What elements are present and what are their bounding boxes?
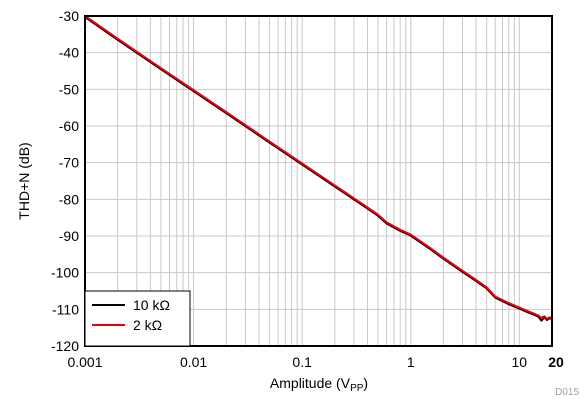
legend-label-10k: 10 kΩ <box>133 297 170 313</box>
x-axis-title-main: Amplitude (V <box>270 375 351 391</box>
y-tick-label: -100 <box>51 265 79 281</box>
x-tick-label: 10 <box>512 354 528 370</box>
x-tick-label: 0.01 <box>180 354 207 370</box>
x-tick-label: 1 <box>407 354 415 370</box>
plot-frame <box>84 15 553 347</box>
y-tick-label: -40 <box>59 45 79 61</box>
legend: 10 kΩ 2 kΩ <box>84 290 191 347</box>
y-tick-label: -30 <box>59 8 79 24</box>
x-axis-title-subscript: PP <box>350 383 364 394</box>
y-tick-labels: -30 -40 -50 -60 -70 -80 -90 -100 -110 -120 <box>51 8 79 354</box>
figure-id: D015 <box>555 387 579 398</box>
x-axis-title: Amplitude (VPP) <box>270 375 368 394</box>
y-tick-label: -60 <box>59 118 79 134</box>
x-tick-label: 0.001 <box>67 354 102 370</box>
y-tick-label: -90 <box>59 228 79 244</box>
series-line-2k <box>84 15 553 320</box>
y-tick-label: -110 <box>52 301 79 317</box>
legend-label-2k: 2 kΩ <box>133 317 162 333</box>
x-tick-labels: 0.001 0.01 0.1 1 10 20 <box>67 354 564 370</box>
series-lines <box>84 15 553 322</box>
x-axis-title-close: ) <box>363 375 368 391</box>
y-tick-label: -50 <box>59 81 79 97</box>
x-tick-label: 0.1 <box>292 354 312 370</box>
y-tick-label: -80 <box>59 191 79 207</box>
y-tick-label: -70 <box>59 155 79 171</box>
y-axis-title: THD+N (dB) <box>16 142 32 219</box>
x-tick-label: 20 <box>548 354 564 370</box>
legend-box <box>84 290 191 347</box>
y-tick-label: -120 <box>51 338 79 354</box>
